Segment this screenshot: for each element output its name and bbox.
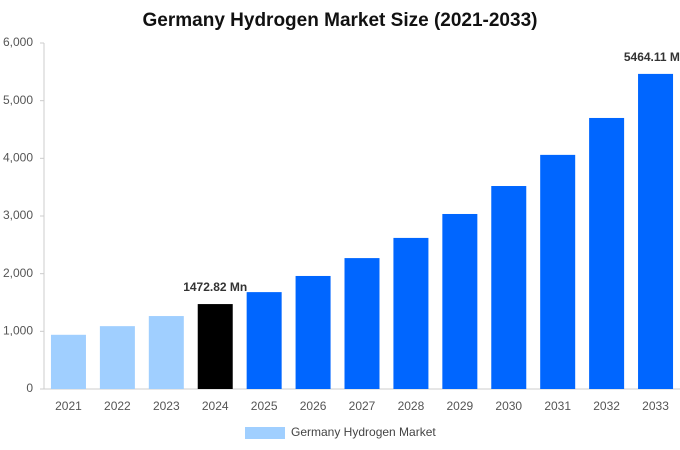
x-tick-label: 2032 xyxy=(593,399,620,413)
value-label: 1472.82 Mn xyxy=(183,280,247,294)
bar xyxy=(344,258,380,389)
y-tick-label: 2,000 xyxy=(3,266,33,280)
bar xyxy=(589,117,625,389)
y-tick-label: 6,000 xyxy=(3,35,33,49)
x-tick-label: 2026 xyxy=(300,399,327,413)
bar xyxy=(393,237,429,389)
bar xyxy=(99,326,135,389)
y-tick-label: 4,000 xyxy=(3,151,33,165)
x-tick-label: 2021 xyxy=(55,399,82,413)
legend-label: Germany Hydrogen Market xyxy=(291,425,436,439)
x-tick-label: 2025 xyxy=(251,399,278,413)
x-tick-label: 2031 xyxy=(544,399,571,413)
x-tick-label: 2033 xyxy=(642,399,669,413)
bar xyxy=(50,334,86,389)
x-tick-label: 2027 xyxy=(349,399,376,413)
y-tick-label: 0 xyxy=(26,381,33,395)
y-tick-label: 5,000 xyxy=(3,93,33,107)
bar xyxy=(295,275,331,389)
chart-title: Germany Hydrogen Market Size (2021-2033) xyxy=(143,10,538,31)
bar xyxy=(638,73,674,390)
bar xyxy=(540,154,576,389)
x-tick-label: 2028 xyxy=(398,399,425,413)
x-tick-label: 2023 xyxy=(153,399,180,413)
x-tick-label: 2024 xyxy=(202,399,229,413)
y-tick-label: 1,000 xyxy=(3,324,33,338)
bar xyxy=(442,213,478,389)
legend-swatch xyxy=(245,427,285,439)
x-tick-label: 2029 xyxy=(446,399,473,413)
y-tick-label: 3,000 xyxy=(3,208,33,222)
x-tick-label: 2022 xyxy=(104,399,131,413)
bar xyxy=(246,292,282,389)
x-tick-label: 2030 xyxy=(495,399,522,413)
value-label: 5464.11 Mn xyxy=(624,50,680,64)
bar xyxy=(491,186,527,389)
bar xyxy=(197,304,233,389)
bar xyxy=(148,316,184,389)
